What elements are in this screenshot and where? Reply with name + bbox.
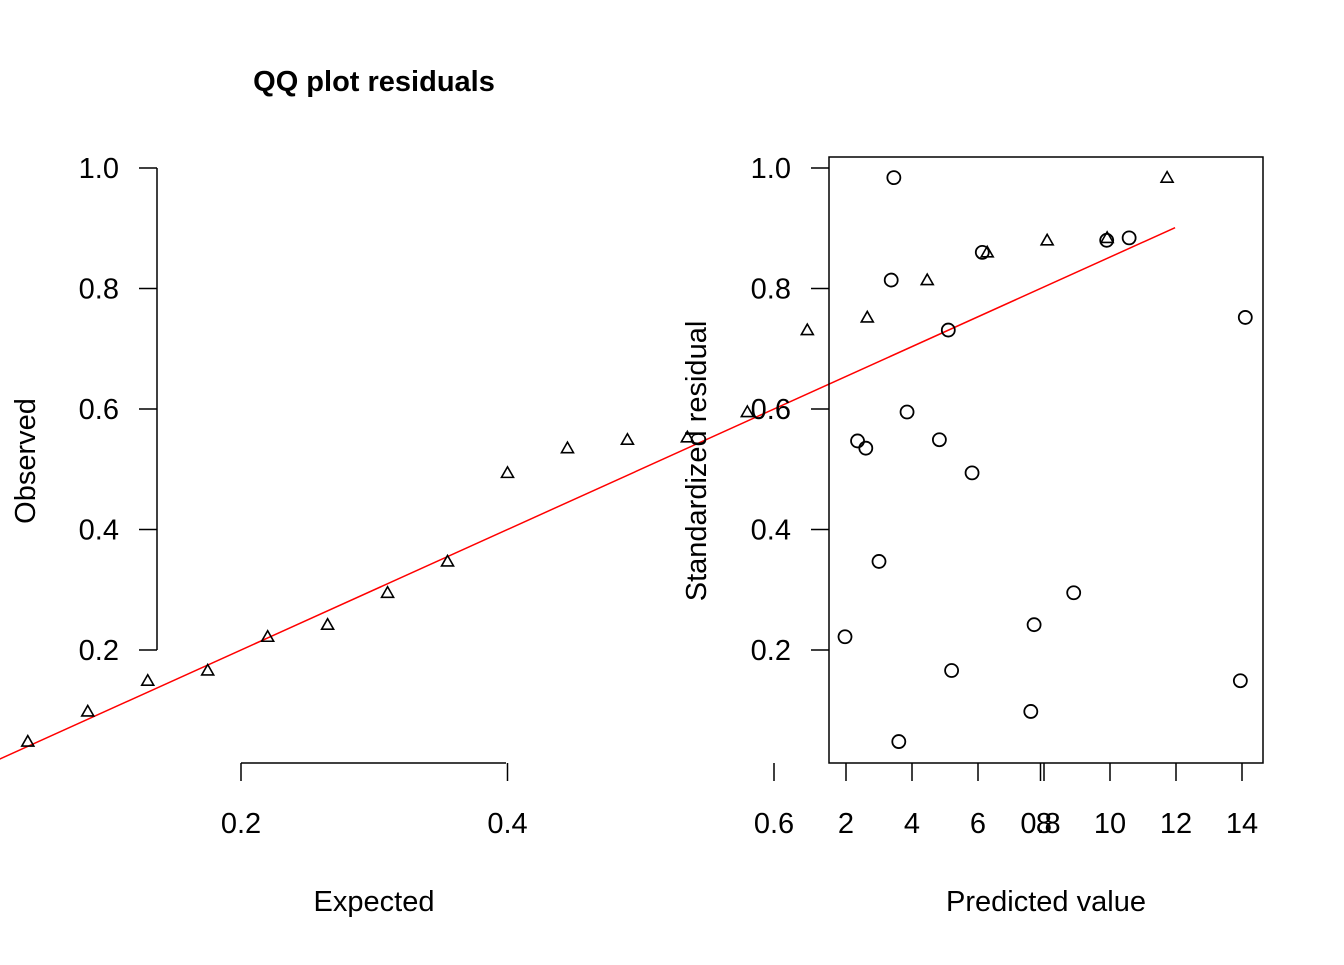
qq-y-axis-label: Observed bbox=[10, 398, 42, 524]
residual-point-circle bbox=[1237, 310, 1253, 325]
qq-point-triangle bbox=[320, 617, 335, 630]
qq-x-tick-label: 0.6 bbox=[754, 808, 794, 840]
qq-point-triangle bbox=[440, 553, 455, 567]
residual-point-circle bbox=[837, 629, 853, 645]
qq-point-triangle bbox=[560, 440, 575, 454]
residual-x-tick-label: 14 bbox=[1226, 808, 1258, 840]
qq-point-triangle bbox=[140, 673, 156, 687]
qq-point-triangle bbox=[1159, 170, 1175, 183]
qq-point-triangle bbox=[799, 322, 815, 336]
qq-y-tick-label: 0.6 bbox=[79, 394, 119, 426]
residual-point-circle bbox=[899, 404, 915, 420]
qq-point-triangle bbox=[500, 465, 515, 479]
residual-point-circle bbox=[964, 465, 980, 481]
residual-x-tick-label: 12 bbox=[1160, 808, 1192, 840]
qq-point-triangle bbox=[859, 309, 875, 323]
qq-y-tick-label: 0.2 bbox=[79, 635, 119, 667]
residual-point-circle bbox=[858, 440, 874, 456]
qq-x-tick-label: 0.4 bbox=[487, 808, 527, 840]
residual-point-circle bbox=[891, 734, 907, 749]
qq-panel: QQ plot residuals Expected Observed 0.20… bbox=[0, 66, 1176, 918]
qq-reference-line-group bbox=[0, 226, 1176, 760]
residual-y-tick-label: 0.2 bbox=[751, 635, 791, 667]
qq-points bbox=[20, 170, 1175, 747]
qq-title: QQ plot residuals bbox=[253, 66, 495, 98]
residual-y-tick-label: 0.4 bbox=[751, 515, 791, 547]
qq-point-triangle bbox=[200, 662, 216, 676]
residual-point-circle bbox=[1026, 617, 1042, 633]
qq-point-triangle bbox=[739, 404, 755, 418]
qq-x-axis-label: Expected bbox=[314, 886, 435, 918]
residual-point-circle bbox=[850, 433, 865, 449]
residual-axes: 0.2 0.4 0.6 0.8 1.0 2 4 6 8 10 12 14 bbox=[751, 153, 1258, 840]
residual-point-circle bbox=[1232, 673, 1248, 689]
residual-point-circle bbox=[940, 322, 956, 338]
qq-y-tick-label: 0.4 bbox=[79, 515, 119, 547]
residual-x-tick-label: 10 bbox=[1094, 808, 1126, 840]
residual-point-circle bbox=[1121, 230, 1137, 246]
residual-y-axis-label: Standardized residual bbox=[681, 321, 713, 602]
residual-points bbox=[837, 170, 1253, 749]
residual-x-tick-label: 4 bbox=[904, 808, 920, 840]
residual-x-tick-label: 2 bbox=[838, 808, 854, 840]
residual-x-tick-label: 8 bbox=[1036, 808, 1052, 840]
residual-point-circle bbox=[871, 554, 887, 569]
qq-point-triangle bbox=[260, 629, 276, 643]
residual-point-circle bbox=[931, 432, 947, 448]
qq-point-triangle bbox=[680, 429, 695, 443]
qq-point-triangle bbox=[20, 733, 36, 747]
qq-point-triangle bbox=[919, 272, 935, 286]
residual-y-tick-label: 0.6 bbox=[751, 394, 791, 426]
qq-x-tick-label: 0.8 bbox=[1020, 808, 1060, 840]
residual-point-circle bbox=[886, 170, 902, 186]
qq-point-triangle bbox=[1099, 230, 1115, 244]
residual-panel: Predicted value Standardized residual 0.… bbox=[681, 153, 1264, 918]
residual-y-tick-label: 1.0 bbox=[751, 153, 791, 185]
residual-point-circle bbox=[883, 272, 899, 288]
residual-point-circle bbox=[974, 244, 990, 260]
qq-y-tick-label: 0.8 bbox=[79, 274, 119, 306]
residual-x-tick-label: 6 bbox=[970, 808, 986, 840]
qq-reference-line bbox=[0, 226, 1176, 760]
qq-point-triangle bbox=[1039, 232, 1055, 246]
qq-point-triangle bbox=[380, 585, 395, 599]
residual-point-circle bbox=[1023, 704, 1039, 719]
qq-y-tick-label: 1.0 bbox=[79, 153, 119, 185]
qq-point-triangle bbox=[80, 703, 96, 717]
qq-x-tick-label: 0.2 bbox=[221, 808, 261, 840]
residual-plot-box bbox=[828, 156, 1264, 764]
residual-point-circle bbox=[1099, 232, 1115, 248]
qq-axes: 0.2 0.4 0.6 0.8 1.0 0.2 0.4 0.6 0.8 bbox=[79, 153, 1061, 840]
qq-point-triangle bbox=[620, 432, 635, 446]
residual-y-tick-label: 0.8 bbox=[751, 274, 791, 306]
residual-x-axis-label: Predicted value bbox=[946, 886, 1146, 918]
residual-point-circle bbox=[944, 663, 959, 678]
residual-point-circle bbox=[1066, 585, 1082, 601]
